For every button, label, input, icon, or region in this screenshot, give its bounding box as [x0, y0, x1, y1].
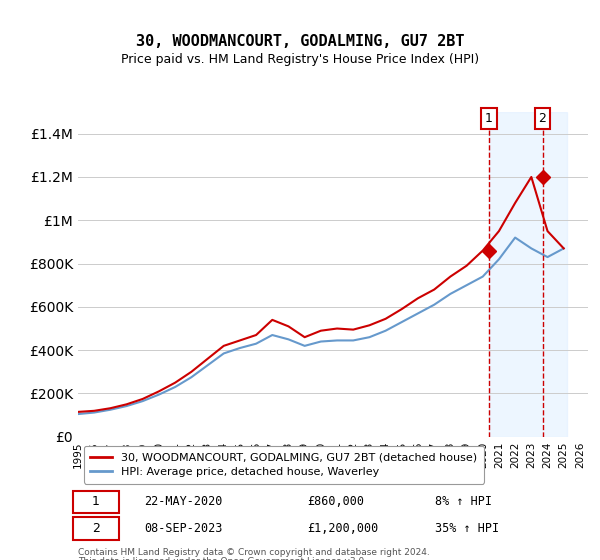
Text: This data is licensed under the Open Government Licence v3.0.: This data is licensed under the Open Gov… [78, 557, 367, 560]
FancyBboxPatch shape [73, 517, 119, 540]
Text: 30, WOODMANCOURT, GODALMING, GU7 2BT: 30, WOODMANCOURT, GODALMING, GU7 2BT [136, 34, 464, 49]
Text: 35% ↑ HPI: 35% ↑ HPI [435, 522, 499, 535]
Legend: 30, WOODMANCOURT, GODALMING, GU7 2BT (detached house), HPI: Average price, detac: 30, WOODMANCOURT, GODALMING, GU7 2BT (de… [83, 446, 484, 484]
Text: 08-SEP-2023: 08-SEP-2023 [145, 522, 223, 535]
Text: Contains HM Land Registry data © Crown copyright and database right 2024.: Contains HM Land Registry data © Crown c… [78, 548, 430, 557]
Text: 1: 1 [92, 496, 100, 508]
Text: 2: 2 [539, 112, 547, 125]
Text: 22-MAY-2020: 22-MAY-2020 [145, 496, 223, 508]
Text: £860,000: £860,000 [308, 496, 365, 508]
Text: 8% ↑ HPI: 8% ↑ HPI [435, 496, 492, 508]
Text: Price paid vs. HM Land Registry's House Price Index (HPI): Price paid vs. HM Land Registry's House … [121, 53, 479, 66]
Text: £1,200,000: £1,200,000 [308, 522, 379, 535]
FancyBboxPatch shape [73, 491, 119, 514]
Bar [489, 112, 567, 437]
Text: 2: 2 [92, 522, 100, 535]
Text: 1: 1 [485, 112, 493, 125]
